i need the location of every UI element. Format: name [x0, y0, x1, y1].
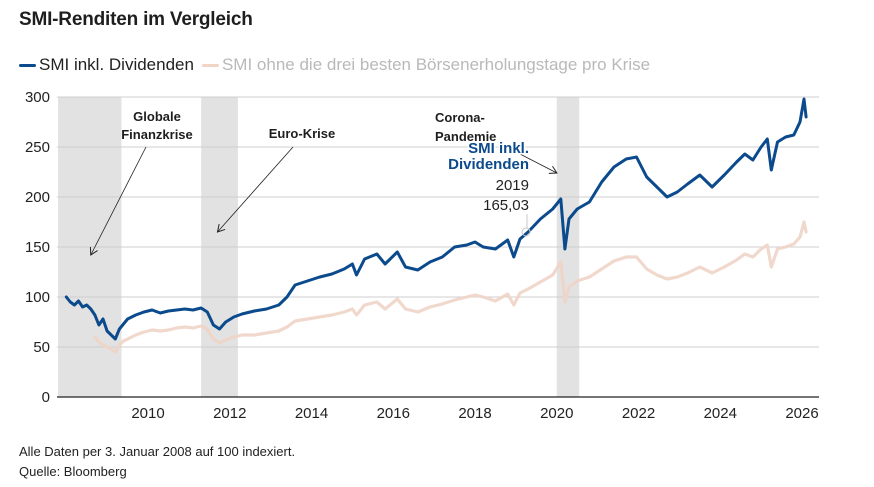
series-line-smi-with-dividends	[64, 97, 808, 341]
y-tick-label: 50	[33, 339, 50, 356]
annotation-label-euro-crisis: Euro-Krise	[269, 126, 335, 141]
annotation-label-corona: Corona-	[435, 110, 485, 125]
annotation-label-global-financial-crisis: Globale	[133, 109, 181, 124]
x-tick-label: 2022	[622, 405, 655, 422]
callout-series-label-halo: SMI inkl.	[468, 140, 529, 157]
chart-legend: SMI inkl. Dividenden SMI ohne die drei b…	[19, 55, 658, 75]
x-tick-label: 2016	[377, 405, 410, 422]
legend-item-smi-without-best-days[interactable]: SMI ohne die drei besten Börsenerholungs…	[201, 55, 651, 75]
source-note: Quelle: Bloomberg	[19, 464, 127, 479]
callout-marker	[521, 227, 531, 237]
callout-series-label-halo: Dividenden	[448, 156, 529, 173]
y-tick-label: 100	[25, 289, 50, 306]
y-tick-label: 300	[25, 89, 50, 106]
callout-year: 2019	[496, 177, 529, 194]
x-tick-label: 2014	[295, 405, 328, 422]
x-tick-label: 2012	[213, 405, 246, 422]
callout-value: 165,03	[483, 197, 529, 214]
legend-item-smi-with-dividends[interactable]: SMI inkl. Dividenden	[19, 55, 194, 75]
x-tick-label: 2010	[131, 405, 164, 422]
annotations-layer: Globale Finanzkrise Euro-Krise Corona- Pande…	[89, 109, 558, 256]
x-tick-label: 2026	[785, 405, 818, 422]
y-tick-label: 250	[25, 139, 50, 156]
legend-swatch-blue	[19, 63, 36, 67]
legend-label: SMI inkl. Dividenden	[39, 55, 194, 74]
y-tick-label: 200	[25, 189, 50, 206]
x-tick-label: 2020	[540, 405, 573, 422]
callout-series-label: SMI inkl.	[468, 140, 529, 157]
series-layer	[64, 97, 808, 354]
annotation-arrow	[216, 146, 294, 233]
annotation-label-corona: Pandemie	[435, 129, 496, 144]
legend-swatch-pink	[201, 63, 219, 67]
annotation-arrow	[89, 146, 147, 256]
gridlines-layer	[57, 96, 819, 398]
x-tick-label: 2018	[458, 405, 491, 422]
y-tick-label: 150	[25, 239, 50, 256]
x-tick-label: 2024	[704, 405, 737, 422]
callout-series-label: Dividenden	[448, 156, 529, 173]
legend-label: SMI ohne die drei besten Börsenerholungs…	[221, 55, 651, 74]
chart-title: SMI-Renditen im Vergleich	[19, 9, 253, 30]
annotation-arrow	[519, 153, 558, 174]
y-axis: 0 50 100 150 200 250 300	[25, 89, 50, 406]
x-axis: 2010 2012 2014 2016 2018 2020 2022 2024 2026	[131, 405, 818, 422]
y-tick-label: 0	[42, 389, 50, 406]
footnote: Alle Daten per 3. Januar 2008 auf 100 in…	[19, 444, 296, 459]
series-line-smi-without-best-days	[93, 220, 808, 354]
annotation-label-global-financial-crisis: Finanzkrise	[121, 127, 193, 142]
